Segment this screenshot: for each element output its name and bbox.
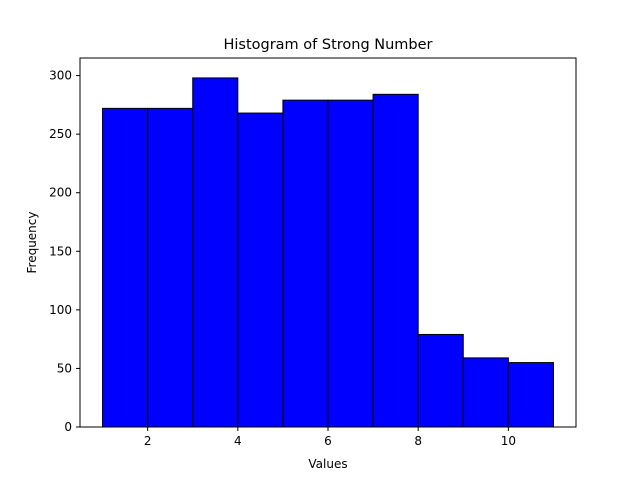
- chart-title: Histogram of Strong Number: [223, 37, 432, 53]
- histogram-bar: [507, 362, 554, 428]
- y-tick-label: 150: [49, 244, 72, 258]
- y-tick-label: 50: [57, 361, 72, 375]
- histogram-bar: [237, 112, 284, 428]
- x-tick-label: 6: [324, 434, 332, 448]
- y-tick-label: 100: [49, 303, 72, 317]
- y-tick-label: 200: [49, 186, 72, 200]
- histogram-bar: [462, 357, 509, 428]
- x-tick-label: 10: [501, 434, 516, 448]
- y-axis-label: Frequency: [25, 212, 39, 274]
- histogram-bar: [282, 99, 329, 428]
- histogram-bar: [417, 333, 464, 428]
- x-tick-label: 2: [144, 434, 152, 448]
- y-tick-label: 250: [49, 127, 72, 141]
- histogram-bar: [327, 99, 374, 428]
- y-tick-label: 0: [64, 420, 72, 434]
- histogram-bar: [372, 93, 419, 428]
- histogram-bar: [147, 107, 194, 428]
- x-axis-label: Values: [308, 457, 347, 471]
- histogram-bar: [192, 77, 239, 428]
- y-tick-label: 300: [49, 69, 72, 83]
- x-tick-label: 4: [234, 434, 242, 448]
- bars-group: [102, 77, 554, 428]
- y-axis-ticks: 0 50 100 150 200 250 300: [49, 69, 80, 434]
- x-axis-ticks: 2 4 6 8 10: [144, 427, 516, 448]
- histogram-bar: [102, 107, 149, 428]
- x-tick-label: 8: [414, 434, 422, 448]
